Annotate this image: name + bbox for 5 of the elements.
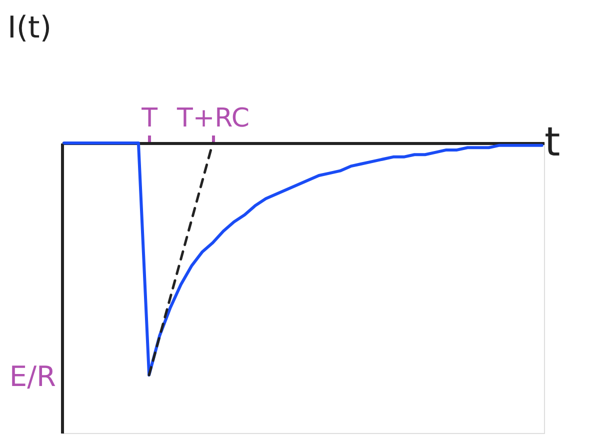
text: E/R <box>9 360 56 393</box>
x-tick-label: T <box>140 104 158 134</box>
y-axis-title: I(t) <box>8 10 52 46</box>
x-tick-label: T+RC <box>176 104 250 134</box>
x-axis-title: t <box>544 120 560 166</box>
